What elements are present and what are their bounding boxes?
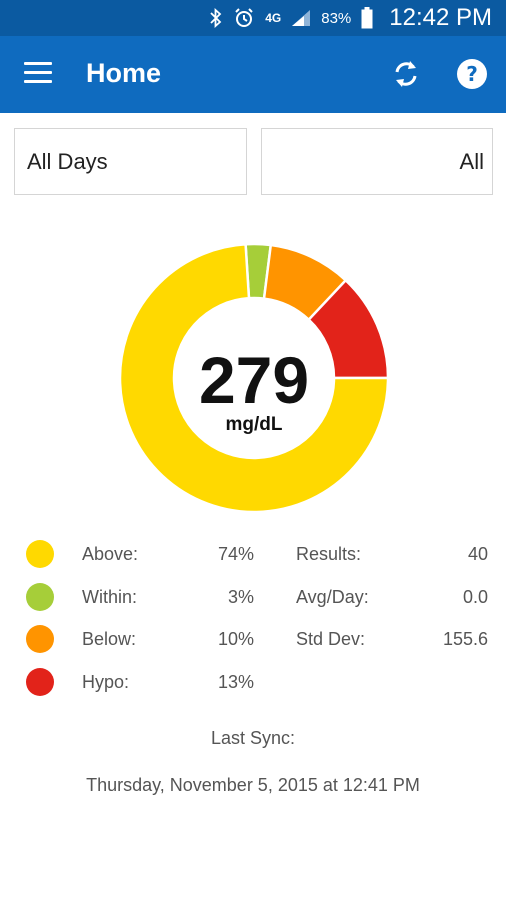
glucose-donut-chart: 279 mg/dL [118,242,390,514]
stat-value-results: 40 [467,544,488,564]
battery-icon [361,7,373,29]
donut-svg [118,242,390,514]
stat-value-avg-day: 0.0 [462,587,488,607]
sync-icon[interactable] [388,56,424,92]
type-filter-dropdown[interactable]: All [261,128,493,195]
stat-value-std-dev: 155.6 [442,629,488,649]
signal-icon [291,9,311,27]
stat-label-avg-day: Avg/Day: [296,587,369,607]
donut-slice-above [118,242,390,514]
last-sync-label: Last Sync: [210,728,296,748]
clock: 12:42 PM [389,4,492,31]
network-icon: 4G [265,11,282,25]
days-filter-dropdown[interactable]: All Days [14,128,247,195]
stat-label-results: Results: [296,544,362,564]
within-dot [26,583,54,611]
bluetooth-icon [209,8,223,28]
legend-label: Hypo: [82,672,130,692]
above-dot [26,540,54,568]
legend-percent: 3% [227,587,254,607]
last-sync-date: Thursday, November 5, 2015 at 12:41 PM [86,775,420,795]
menu-icon[interactable] [24,62,54,86]
battery-percent: 83% [321,9,352,27]
status-bar: 4G 83% 12:42 PM [0,0,506,36]
legend-row-above: Above: 74% Results: 40 [0,540,506,570]
alarm-icon [233,7,255,29]
legend-row-below: Below: 10% Std Dev: 155.6 [0,625,506,655]
legend-percent: 13% [217,672,254,692]
legend-percent: 74% [217,544,254,564]
hypo-dot [26,668,54,696]
legend-row-hypo: Hypo: 13% [0,668,506,698]
glucose-unit: mg/dL [225,414,283,435]
help-icon[interactable]: ? [455,57,489,91]
svg-text:?: ? [466,62,478,86]
average-glucose-value: 279 [198,343,310,417]
days-filter-value: All Days [27,148,108,174]
below-dot [26,625,54,653]
legend-label: Below: [82,629,137,649]
legend-percent: 10% [217,629,254,649]
type-filter-value: All [459,148,484,174]
legend-label: Within: [82,587,138,607]
page-title: Home [86,58,162,88]
stat-label-std-dev: Std Dev: [296,629,366,649]
app-bar: Home ? [0,36,506,113]
legend-row-within: Within: 3% Avg/Day: 0.0 [0,583,506,613]
legend-label: Above: [82,544,139,564]
